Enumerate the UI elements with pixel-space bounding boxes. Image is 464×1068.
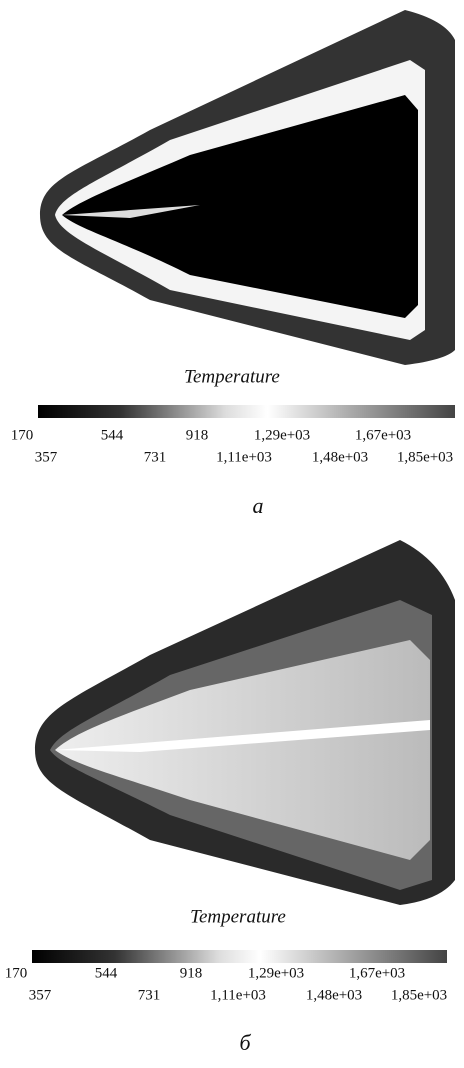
colorbar-tick-label: 731	[144, 449, 167, 465]
temperature-field-b	[35, 540, 455, 905]
colorbar-tick-label: 1,11e+03	[216, 449, 272, 465]
colorbar-tick-label: 1,85e+03	[391, 987, 447, 1003]
colorbar-tick-label: 170	[5, 965, 28, 981]
colorbar-tick-label: 1,67e+03	[349, 965, 405, 981]
colorbar-tick-label: 544	[101, 427, 124, 443]
colorbar	[38, 405, 455, 418]
colorbar-tick-label: 1,29e+03	[254, 427, 310, 443]
colorbar-tick-label: 1,48e+03	[306, 987, 362, 1003]
colorbar-tick-label: 731	[138, 987, 161, 1003]
colorbar-tick-label: 357	[29, 987, 52, 1003]
colorbar-tick-label: 918	[180, 965, 203, 981]
caption: б	[239, 1030, 251, 1055]
colorbar-tick-label: 1,48e+03	[312, 449, 368, 465]
caption: a	[253, 493, 264, 518]
colorbar-tick-label: 170	[11, 427, 34, 443]
colorbar	[32, 950, 447, 963]
colorbar-tick-label: 1,85e+03	[397, 449, 453, 465]
colorbar-tick-label: 1,11e+03	[210, 987, 266, 1003]
colorbar-tick-label: 1,67e+03	[355, 427, 411, 443]
temperature-field-a	[40, 10, 455, 365]
colorbar-tick-label: 918	[186, 427, 209, 443]
colorbar-tick-label: 1,29e+03	[248, 965, 304, 981]
panel-title: Temperature	[184, 366, 280, 387]
colorbar-tick-label: 357	[35, 449, 58, 465]
colorbar-tick-label: 544	[95, 965, 118, 981]
figure: Temperature a Temperature б 170 544 918 1,2…	[0, 0, 464, 1068]
panel-title: Temperature	[190, 906, 286, 927]
